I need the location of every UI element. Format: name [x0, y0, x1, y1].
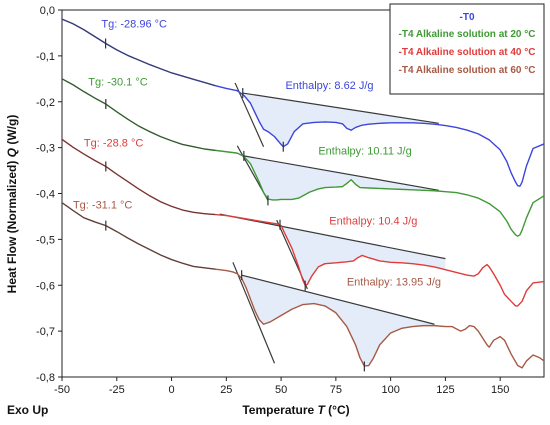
- tg-tangent-0: [62, 18, 216, 87]
- series-0: [62, 18, 544, 187]
- x-axis-label: Temperature T (°C): [242, 403, 349, 417]
- y-tick-label: -0,4: [36, 189, 55, 201]
- legend-entry-3: -T4 Alkaline solution at 60 °C: [399, 65, 536, 76]
- tg-tangent-1: [62, 78, 216, 151]
- y-tick-label: -0,7: [36, 326, 55, 338]
- y-tick-label: -0,5: [36, 234, 55, 246]
- plot-body: [62, 18, 544, 372]
- y-tick-label: -0,6: [36, 280, 55, 292]
- y-tick-label: 0,0: [40, 5, 55, 17]
- x-tick-label: 125: [436, 384, 454, 396]
- legend: -T0 -T4 Alkaline solution at 20 °C -T4 Alk…: [389, 3, 545, 95]
- baseline-line-2: [219, 213, 446, 260]
- x-tick-label: 25: [220, 384, 232, 396]
- enthalpy-area-2: [219, 214, 446, 285]
- y-tick-label: -0,8: [36, 372, 55, 384]
- y-axis-label-var: Q: [5, 147, 19, 157]
- tangent-line-3: [232, 262, 276, 364]
- tangent-line-0: [234, 82, 265, 147]
- x-axis-label-suffix: (°C): [325, 403, 350, 417]
- tg-tangent-3: [62, 202, 216, 270]
- x-tick-label: 75: [330, 384, 342, 396]
- y-tick-label: -0,3: [36, 143, 55, 155]
- exo-up-label: Exo Up: [7, 403, 48, 417]
- tg-annotation-3: Tg: -31.1 °C: [73, 200, 132, 212]
- series-3: [62, 202, 544, 372]
- enthalpy-annotation-1: Enthalpy: 10.11 J/g: [318, 146, 411, 158]
- x-tick-label: 150: [491, 384, 509, 396]
- enthalpy-annotation-3: Enthalpy: 13.95 J/g: [347, 276, 441, 288]
- baseline-line-3: [241, 274, 435, 325]
- enthalpy-area-0: [242, 93, 439, 146]
- baseline-line-1: [243, 155, 439, 191]
- series-1: [62, 78, 544, 237]
- y-tick-label: -0,1: [36, 51, 55, 63]
- x-tick-label: -50: [54, 384, 70, 396]
- enthalpy-annotation-2: Enthalpy: 10.4 J/g: [329, 216, 417, 228]
- enthalpy-annotation-0: Enthalpy: 8.62 J/g: [285, 80, 373, 92]
- x-axis-label-var: T: [318, 403, 327, 417]
- legend-entry-2: -T4 Alkaline solution at 40 °C: [399, 47, 536, 58]
- baseline-line-0: [242, 92, 439, 124]
- tg-tangent-2: [62, 138, 216, 216]
- y-axis-label-suffix: (W/g): [5, 115, 19, 148]
- enthalpy-area-3: [241, 275, 435, 366]
- enthalpy-area-1: [243, 155, 439, 200]
- x-tick-label: 50: [275, 384, 287, 396]
- y-tick-label: -0,2: [36, 97, 55, 109]
- tg-annotation-1: Tg: -30.1 °C: [88, 77, 147, 89]
- tg-annotation-0: Tg: -28.96 °C: [101, 18, 167, 30]
- legend-entry-0: -T0: [460, 12, 475, 23]
- x-tick-label: -25: [109, 384, 125, 396]
- y-axis-label: Heat Flow (Normalized) Q (W/g): [5, 115, 19, 294]
- x-axis-label-prefix: Temperature: [242, 403, 317, 417]
- y-axis-label-prefix: Heat Flow (Normalized): [5, 157, 19, 293]
- plot-area: -50 -25 0 25 50 75 100 125 150 0,0 -0,1 -0,2 -0,3 -0,…: [36, 5, 545, 396]
- x-tick-label: 0: [168, 384, 174, 396]
- tg-annotation-2: Tg: -28.8 °C: [84, 138, 143, 150]
- legend-box: [389, 3, 545, 95]
- x-tick-label: 100: [381, 384, 399, 396]
- legend-entry-1: -T4 Alkaline solution at 20 °C: [399, 29, 536, 40]
- series-2: [62, 138, 544, 307]
